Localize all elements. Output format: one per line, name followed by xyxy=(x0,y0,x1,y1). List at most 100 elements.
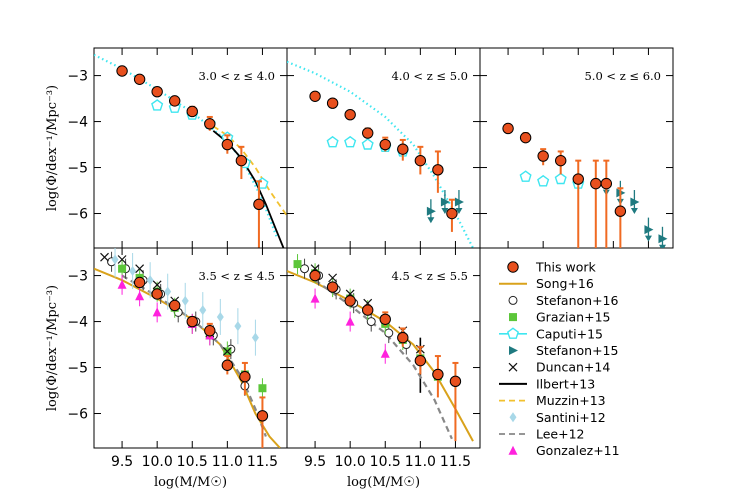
this-work-point xyxy=(133,276,146,289)
legend-item-lee-12: Lee+12 xyxy=(499,427,585,442)
this-work-point xyxy=(449,375,462,388)
legend-item-santini-12: Santini+12 xyxy=(509,410,606,425)
x-axis-label: log(M/M☉) xyxy=(347,475,420,490)
gonzalez-11-point xyxy=(152,307,162,317)
song-16-line xyxy=(94,267,281,448)
legend-label: Song+16 xyxy=(536,276,594,291)
this-work-point xyxy=(116,65,128,77)
this-work-point xyxy=(256,410,269,422)
legend-label: Lee+12 xyxy=(536,427,585,442)
y-axis-label: log(Φ/dex⁻¹/Mpc⁻³) xyxy=(45,285,60,411)
redshift-label: 4.5 < z ≤ 5.5 xyxy=(391,269,468,283)
x-tick-label: 10.0 xyxy=(335,454,366,470)
duncan-14-point xyxy=(117,255,127,264)
this-work-point xyxy=(326,97,339,109)
this-work-point xyxy=(397,143,409,155)
this-work-point xyxy=(590,177,602,190)
legend-marker xyxy=(508,362,518,372)
gonzalez-11-point xyxy=(117,279,127,289)
legend-label: Grazian+15 xyxy=(536,310,610,325)
this-work-point xyxy=(186,315,198,328)
legend-item-caputi-15: Caputi+15 xyxy=(499,326,603,341)
this-work-point xyxy=(169,95,181,107)
panel-bottom-left xyxy=(94,248,281,448)
this-work-point xyxy=(362,127,374,139)
y-tick-label: −4 xyxy=(67,115,88,131)
santini-12-point xyxy=(129,265,137,276)
legend-label: Santini+12 xyxy=(536,410,606,425)
this-work-point xyxy=(221,138,234,151)
x-tick-label: 11.0 xyxy=(212,454,243,470)
legend-label: Caputi+15 xyxy=(536,326,603,341)
duncan-14-point xyxy=(152,280,162,290)
stefanon-16-point xyxy=(300,264,310,274)
stefanon-15-point xyxy=(440,197,450,207)
stefanon-15-arrowhead xyxy=(441,208,449,215)
caputi-15-point xyxy=(537,174,550,187)
this-work-point xyxy=(169,299,181,312)
this-work-point xyxy=(309,90,321,102)
this-work-point xyxy=(614,205,627,217)
duncan-14-point xyxy=(135,264,145,274)
stefanon-15-point xyxy=(658,234,668,244)
this-work-point xyxy=(151,288,163,300)
legend-label: Muzzin+13 xyxy=(536,393,606,408)
redshift-label: 4.0 < z ≤ 5.0 xyxy=(391,69,468,83)
legend-marker xyxy=(509,412,517,423)
legend-item-stefanon-16: Stefanon+16 xyxy=(508,293,619,308)
legend-marker xyxy=(508,295,518,305)
stefanon-15-point xyxy=(644,225,654,235)
stefanon-15-arrowhead xyxy=(630,208,638,215)
y-tick-label: −3 xyxy=(67,69,88,85)
y-tick-label: −6 xyxy=(67,407,88,423)
x-tick-label: 9.5 xyxy=(304,454,326,470)
this-work-point xyxy=(446,207,458,220)
legend-item-stefanon-15: Stefanon+15 xyxy=(509,343,618,358)
grazian-15-point xyxy=(258,384,267,393)
legend-label: This work xyxy=(535,260,597,275)
caputi-15-point xyxy=(151,99,164,111)
santini-12-point xyxy=(164,286,172,297)
this-work-point xyxy=(414,154,427,167)
panel-frame-top-left: 3.0 < z ≤ 4.0 −3 −4 −5 −6 log(Φ/dex⁻¹/Mpc⁻³) xyxy=(45,47,288,249)
x-tick-label: 9.5 xyxy=(111,454,133,470)
legend-item-gonzalez-11: Gonzalez+11 xyxy=(508,443,620,458)
x-tick-label: 10.0 xyxy=(142,454,173,470)
grazian-15-point xyxy=(293,260,302,269)
panel-top-middle xyxy=(287,60,474,248)
this-work-point xyxy=(502,122,514,135)
this-work-point xyxy=(379,138,391,151)
panels: 3.0 < z ≤ 4.0 −3 −4 −5 −6 log(Φ/dex⁻¹/Mpc⁻³) 4… xyxy=(45,47,674,490)
stefanon-16-point xyxy=(384,328,394,338)
stefanon-15-arrowhead xyxy=(455,208,463,215)
y-tick-label: −6 xyxy=(67,207,88,223)
panel-top-left xyxy=(94,53,287,248)
stefanon-15-point xyxy=(630,197,640,207)
this-work-point xyxy=(151,85,163,98)
lee-12-line xyxy=(314,279,453,440)
gonzalez-11-point xyxy=(135,291,145,301)
redshift-label: 3.0 < z ≤ 4.0 xyxy=(198,69,275,83)
legend-item-muzzin-13: Muzzin+13 xyxy=(499,393,606,408)
this-work-point xyxy=(572,173,584,185)
legend-item-grazian-15: Grazian+15 xyxy=(509,310,610,325)
legend-marker xyxy=(506,327,520,339)
legend-item-song-16: Song+16 xyxy=(499,276,594,291)
legend-marker xyxy=(509,346,518,355)
y-tick-label: −5 xyxy=(67,161,88,177)
santini-12-point xyxy=(111,254,119,265)
y-tick-label: −4 xyxy=(67,315,88,331)
this-work-point xyxy=(186,105,198,118)
this-work-point xyxy=(235,154,248,167)
this-work-point xyxy=(537,150,549,162)
santini-12-point xyxy=(146,275,154,286)
this-work-point xyxy=(239,371,251,383)
x-tick-label: 11.5 xyxy=(440,454,471,470)
caputi-15-point xyxy=(326,135,339,148)
santini-12-point xyxy=(216,311,224,322)
panel-top-right xyxy=(502,122,668,248)
this-work-point xyxy=(344,295,356,307)
santini-12-point xyxy=(199,305,207,316)
